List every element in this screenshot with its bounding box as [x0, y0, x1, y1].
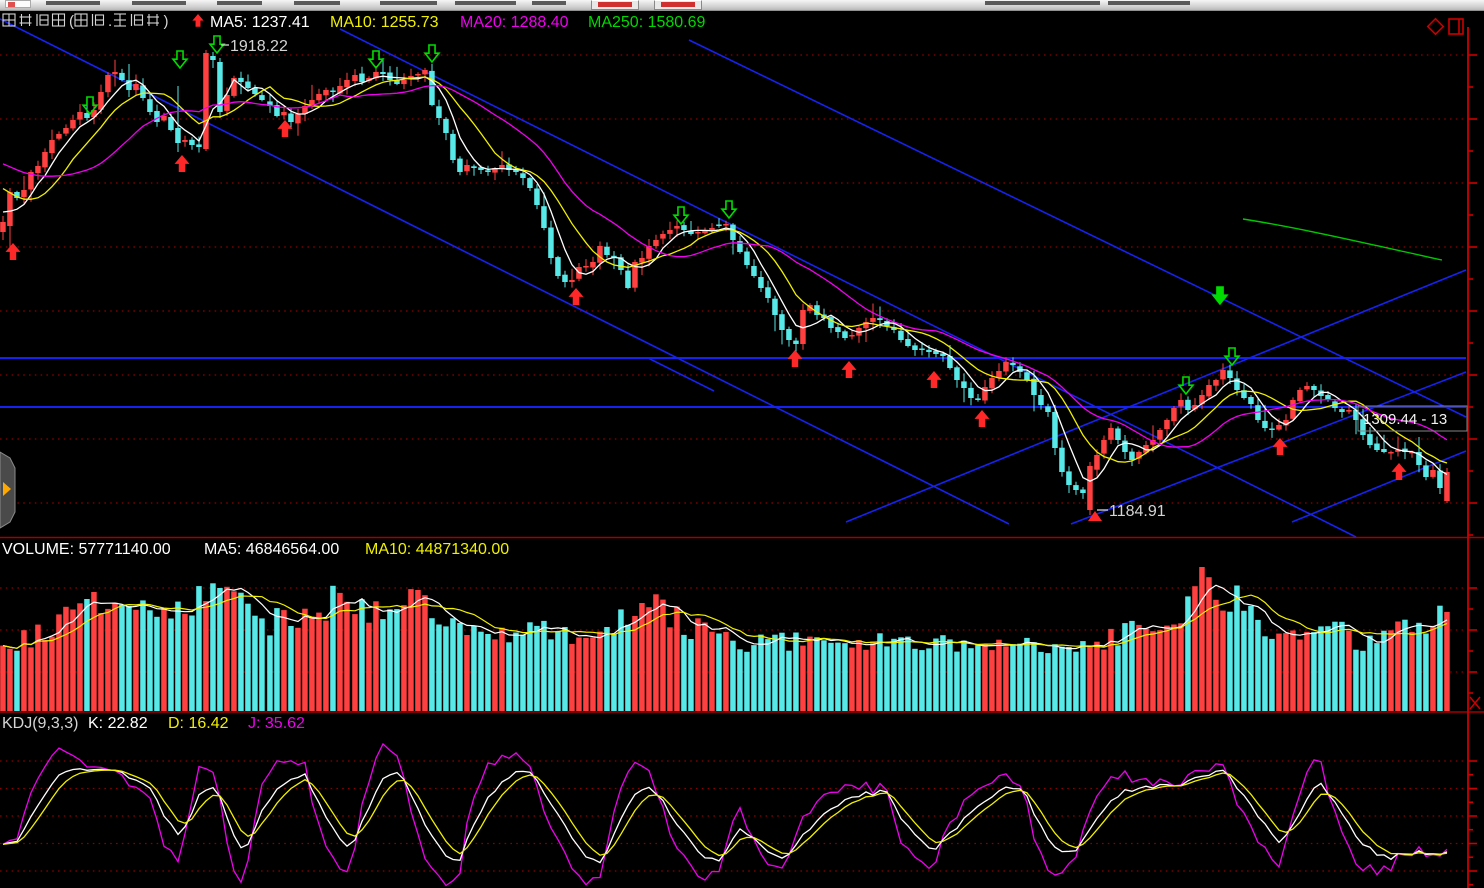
svg-text:MA250: 1580.69: MA250: 1580.69: [588, 14, 706, 31]
svg-text:1918.22: 1918.22: [230, 38, 288, 55]
svg-text:MA5: 1237.41: MA5: 1237.41: [210, 14, 310, 31]
svg-text:): ): [164, 13, 169, 30]
svg-text:D: 16.42: D: 16.42: [168, 715, 229, 732]
svg-text:.: .: [108, 13, 112, 30]
svg-text:K: 22.82: K: 22.82: [88, 715, 148, 732]
svg-text:KDJ(9,3,3): KDJ(9,3,3): [2, 715, 78, 732]
svg-text:1184.91: 1184.91: [1109, 503, 1166, 520]
svg-text:1309.44 - 13: 1309.44 - 13: [1363, 411, 1447, 428]
svg-text:MA5: 46846564.00: MA5: 46846564.00: [204, 541, 339, 558]
svg-text:J: 35.62: J: 35.62: [248, 715, 305, 732]
svg-text:MA10: 44871340.00: MA10: 44871340.00: [365, 541, 509, 558]
svg-text:MA10: 1255.73: MA10: 1255.73: [330, 14, 439, 31]
svg-text:(: (: [69, 13, 74, 30]
svg-text:MA20: 1288.40: MA20: 1288.40: [460, 14, 569, 31]
svg-text:VOLUME: 57771140.00: VOLUME: 57771140.00: [2, 541, 171, 558]
